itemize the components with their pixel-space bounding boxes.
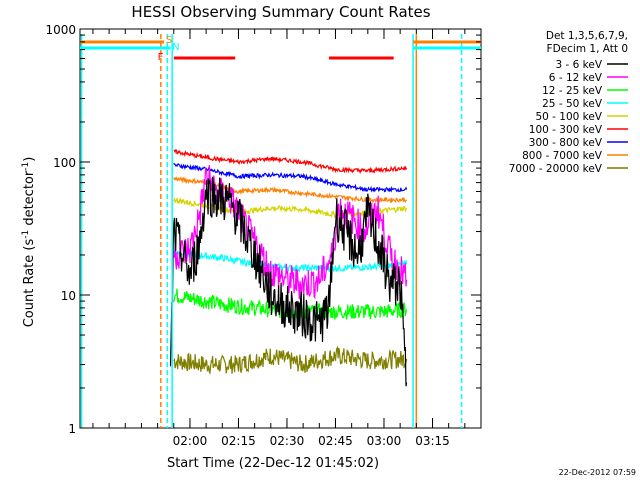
flag-label-N: N [172,42,179,53]
legend-entry-label: 25 - 50 keV [542,98,603,110]
flag-label-F: F [158,52,164,63]
series-line-25-50-keV [173,250,408,274]
legend-entry-label: 100 - 300 keV [529,124,603,136]
axis-ticks: 1 10 100 1000 02:00 02:15 02:30 02:45 03:00 03:15 [45,23,482,448]
legend-entry-label: 12 - 25 keV [542,85,603,97]
series-line-300-800-keV [173,162,408,193]
series-line-7000-20000-keV [173,345,408,375]
chart-title: HESSI Observing Summary Count Rates [131,3,430,21]
x-tick-label: 03:00 [367,434,402,448]
legend-entry-label: 300 - 800 keV [529,137,603,149]
x-axis-label: Start Time (22-Dec-12 01:45:02) [167,456,379,471]
legend-header-line1: Det 1,3,5,6,7,9, [546,30,628,42]
y-tick-label: 1000 [45,23,76,37]
flag-bars: SNF [80,35,481,63]
flag-label-S: S [166,35,172,46]
x-tick-label: 03:15 [415,434,450,448]
legend-entry-label: 7000 - 20000 keV [509,163,603,175]
plot-border [79,28,482,429]
timestamp: 22-Dec-2012 07:59 [559,468,636,477]
y-tick-label: 10 [61,289,76,303]
legend-entry-label: 800 - 7000 keV [522,150,603,162]
y-tick-label: 100 [53,156,76,170]
legend-entry-label: 6 - 12 keV [549,72,603,84]
series-layer [169,149,408,387]
x-tick-label: 02:15 [221,434,256,448]
vertical-markers [80,34,463,428]
legend-entry-label: 3 - 6 keV [555,59,602,71]
x-tick-label: 02:45 [318,434,353,448]
legend: Det 1,3,5,6,7,9, FDecim 1, Att 0 3 - 6 k… [509,30,628,175]
series-line-100-300-keV [173,149,408,175]
y-tick-label: 1 [68,422,76,436]
plot-frame [79,28,482,429]
legend-entry-label: 50 - 100 keV [535,111,602,123]
y-axis-label: Count Rate (s-1 detector-1) [21,157,37,328]
legend-header-line2: FDecim 1, Att 0 [547,43,628,55]
x-tick-label: 02:30 [270,434,305,448]
series-line-3-6-keV [169,176,408,387]
x-tick-label: 02:00 [173,434,208,448]
